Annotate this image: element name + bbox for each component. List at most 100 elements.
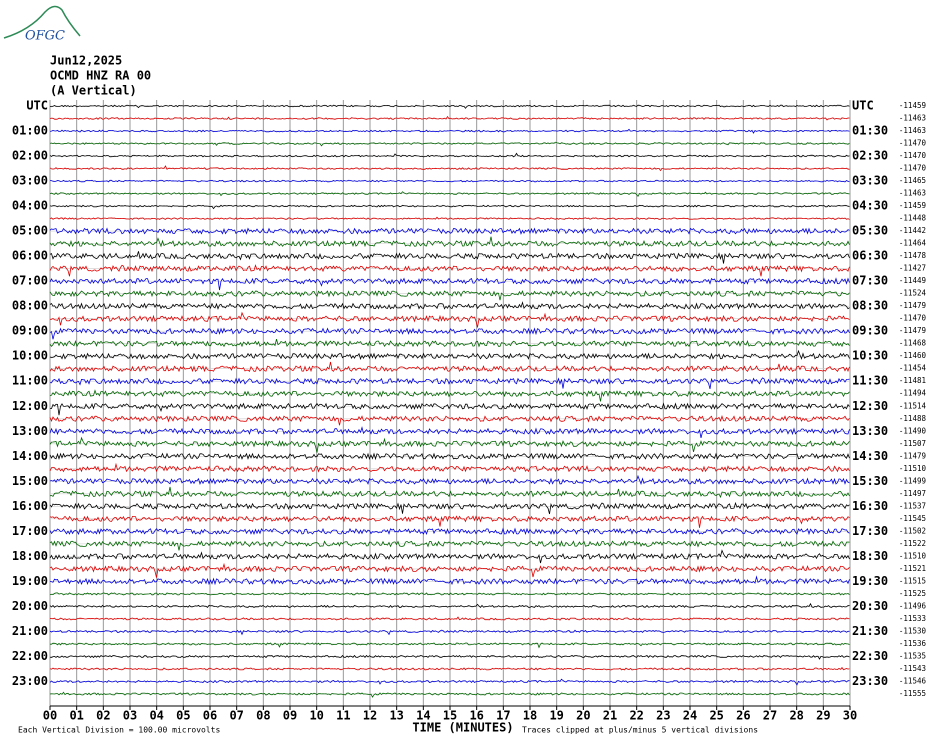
logo-curve [3,5,81,39]
hour-label: 22:00 [12,649,48,663]
trace [49,549,850,564]
offset-label: -11546 [899,676,927,685]
trace [49,527,850,536]
hour-label: 14:00 [12,449,48,463]
half-hour-label: 07:30 [852,274,888,288]
offset-label: -11470 [899,151,927,160]
offset-label: -11555 [899,689,926,698]
trace [49,678,850,686]
x-tick-label: 05 [176,709,190,723]
offset-label: -11490 [899,426,927,435]
half-hour-label: 22:30 [852,649,888,663]
half-hour-label: 21:30 [852,624,888,638]
hour-label: 07:00 [12,274,48,288]
x-tick-label: 26 [736,709,750,723]
x-tick-label: 14 [416,709,430,723]
hour-label: 11:00 [12,374,48,388]
trace [49,301,850,310]
trace [49,452,850,461]
offset-label: -11525 [899,589,926,598]
hour-label: 20:00 [12,599,48,613]
trace [49,654,850,660]
hour-label: 15:00 [12,474,48,488]
logo-text: OFGC [25,29,65,44]
hour-label: 19:00 [12,574,48,588]
x-tick-label: 19 [549,709,563,723]
offset-label: -11488 [899,414,927,423]
trace [49,462,850,473]
trace [49,349,850,360]
offset-label: -11470 [899,314,927,323]
offset-label: -11479 [899,301,926,310]
x-tick-label: 01 [69,709,83,723]
trace [49,486,850,499]
offset-label: -11521 [899,564,926,573]
trace [49,227,850,235]
offset-label: -11460 [899,351,927,360]
trace [49,575,850,586]
trace [49,128,850,134]
trace [50,311,850,328]
offset-label: -11502 [899,526,926,535]
x-tick-label: 27 [763,709,777,723]
offset-label: -11459 [899,201,926,210]
half-hour-label: 14:30 [852,449,888,463]
hour-label: 04:00 [12,199,48,213]
trace [49,629,850,636]
x-tick-label: 24 [683,709,697,723]
x-tick-label: 20 [576,709,590,723]
trace [49,402,850,416]
trace [49,236,850,248]
x-axis-title: TIME (MINUTES) [412,721,513,735]
offset-label: -11448 [899,214,927,223]
offset-label: -11494 [899,389,927,398]
offset-label: -11537 [899,501,926,510]
hour-label: 23:00 [12,674,48,688]
x-tick-label: 22 [629,709,643,723]
offset-label: -11497 [899,489,926,498]
offset-label: -11543 [899,664,926,673]
x-tick-label: 08 [256,709,270,723]
x-tick-label: 04 [149,709,163,723]
half-hour-label: 12:30 [852,399,888,413]
half-hour-label: 10:30 [852,349,888,363]
trace [49,191,850,198]
x-tick-label: 06 [203,709,217,723]
offset-label: -11510 [899,464,927,473]
offset-label: -11463 [899,126,926,135]
offset-label: -11465 [899,176,926,185]
x-tick-label: 12 [363,709,377,723]
trace [49,104,850,109]
x-tick-label: 00 [43,709,57,723]
half-hour-label: 04:30 [852,199,888,213]
trace [49,415,850,426]
hour-label: 08:00 [12,299,48,313]
offset-label: -11499 [899,476,926,485]
half-hour-label: 18:30 [852,549,888,563]
half-hour-label: UTC [852,99,874,113]
hour-label: UTC [26,99,48,113]
x-tick-label: 11 [336,709,350,723]
x-tick-label: 23 [656,709,670,723]
trace [49,216,850,220]
offset-label: -11454 [899,364,927,373]
trace [49,141,850,147]
hour-label: 09:00 [12,324,48,338]
offset-label: -11507 [899,439,926,448]
x-tick-label: 03 [123,709,137,723]
x-tick-label: 30 [843,709,857,723]
trace [49,501,850,515]
half-hour-label: 19:30 [852,574,888,588]
trace [49,602,850,608]
clip-note: Traces clipped at plus/minus 5 vertical … [522,726,758,735]
offset-label: -11442 [899,226,926,235]
x-tick-label: 10 [309,709,323,723]
half-hour-label: 01:30 [852,124,888,138]
trace [49,179,850,183]
hour-label: 17:00 [12,524,48,538]
offset-label: -11536 [899,639,927,648]
offset-label: -11515 [899,576,926,585]
half-hour-label: 15:30 [852,474,888,488]
hour-label: 06:00 [12,249,48,263]
x-tick-label: 17 [496,709,510,723]
